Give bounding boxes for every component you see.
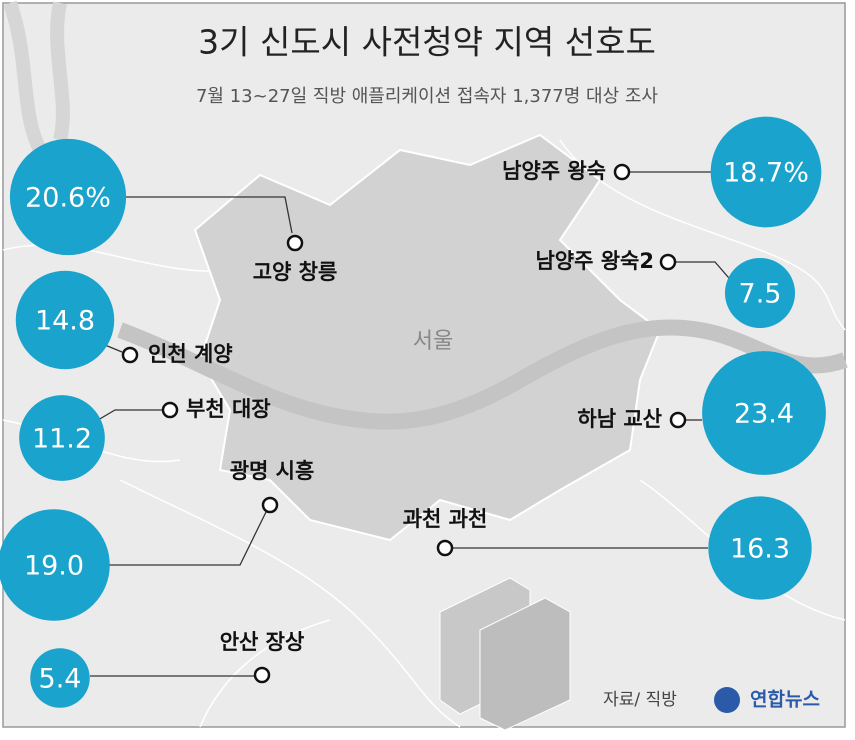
location-label: 남양주 왕숙2 — [535, 249, 654, 273]
credit: 연합뉴스 — [750, 689, 820, 711]
location-dot — [669, 411, 687, 429]
location-dot — [253, 666, 271, 684]
location-label: 고양 창릉 — [253, 260, 338, 284]
bubble-value: 7.5 — [739, 279, 782, 310]
bubble — [9, 138, 127, 256]
location-dot — [121, 346, 139, 364]
location-label: 과천 과천 — [403, 507, 488, 531]
bubble-value: 11.2 — [32, 424, 92, 455]
location-label: 인천 계양 — [148, 342, 233, 366]
title: 3기 신도시 사전청약 지역 선호도 — [198, 23, 656, 62]
bubble — [19, 395, 105, 481]
leader-line — [104, 344, 123, 353]
han-river — [117, 319, 848, 430]
source: 자료/ 직방 — [603, 690, 677, 710]
bubble — [0, 509, 110, 621]
bubble — [702, 351, 826, 475]
bubble-value: 18.7% — [723, 158, 809, 189]
bubble-value: 16.3 — [730, 534, 790, 565]
location-label: 남양주 왕숙 — [502, 159, 606, 183]
bubble — [15, 270, 115, 370]
bubble-value: 23.4 — [734, 399, 794, 430]
leader-line — [97, 409, 162, 421]
location-dot — [436, 539, 454, 557]
location-dot — [659, 253, 677, 271]
bubble-value: 5.4 — [39, 664, 82, 695]
bubble-value: 20.6% — [25, 183, 111, 214]
location-dot — [261, 496, 279, 514]
location-label: 광명 시흥 — [230, 459, 315, 483]
leader-line — [108, 511, 267, 566]
location-dot — [161, 401, 179, 419]
bubble — [708, 496, 812, 600]
seoul-label: 서울 — [413, 329, 453, 354]
logo-mark — [714, 687, 740, 713]
location-dot — [286, 234, 304, 252]
leader-line — [125, 196, 293, 234]
bubble — [724, 257, 796, 329]
bubble-value: 14.8 — [35, 306, 95, 337]
location-dot — [613, 163, 631, 181]
bubble — [710, 116, 822, 228]
bubble-value: 19.0 — [24, 551, 84, 582]
leader-line — [676, 261, 736, 286]
bubble — [30, 648, 90, 708]
subtitle: 7월 13~27일 직방 애플리케이션 접속자 1,377명 대상 조사 — [196, 86, 658, 107]
seoul-area — [193, 133, 662, 542]
river-west — [3, 0, 70, 154]
location-label: 하남 교산 — [577, 407, 662, 431]
building-icon — [439, 577, 571, 731]
location-label: 안산 장상 — [220, 630, 305, 654]
location-label: 부천 대장 — [186, 397, 271, 421]
